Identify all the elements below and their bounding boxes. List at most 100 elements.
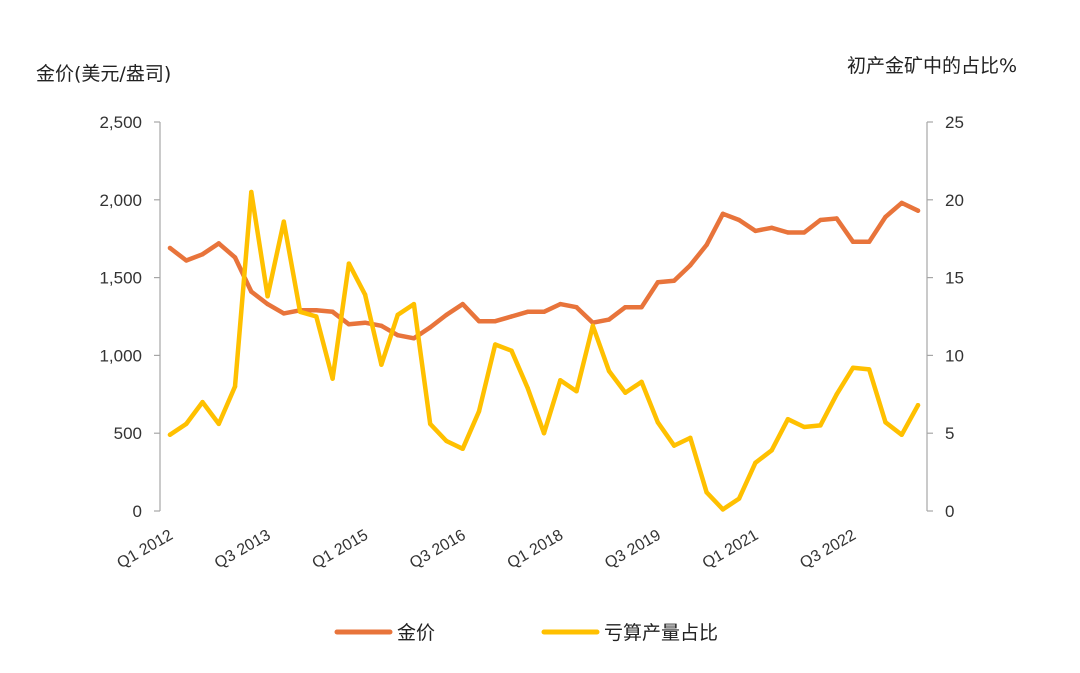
data-point	[574, 388, 579, 394]
x-tick-label: Q1 2021	[700, 527, 762, 572]
data-point	[753, 460, 758, 465]
data-point	[411, 336, 417, 341]
data-point	[379, 362, 384, 367]
x-tick-label: Q3 2022	[797, 527, 859, 572]
data-point	[314, 308, 319, 313]
points-loss-share	[167, 189, 921, 512]
data-point	[314, 314, 319, 319]
y-left-ticks: 0 500 1,000 1,500 2,000 2,500	[99, 113, 160, 521]
series-lines	[167, 189, 921, 512]
data-point	[671, 443, 677, 448]
data-point	[411, 301, 417, 307]
data-point	[867, 367, 872, 372]
data-point	[753, 228, 758, 234]
data-point	[834, 392, 839, 397]
y-left-axis-title: 金价(美元/盎司)	[36, 63, 171, 85]
legend-label-loss-share: 亏算产量占比	[604, 622, 718, 644]
data-point	[232, 384, 238, 389]
x-tick-label: Q3 2019	[602, 527, 664, 572]
points-gold-price	[167, 200, 921, 341]
y-right-tick-label: 20	[945, 191, 964, 210]
data-point	[249, 289, 254, 294]
y-right-tick-label: 0	[945, 502, 954, 521]
y-left-tick-label: 0	[133, 502, 142, 521]
data-point	[167, 245, 173, 251]
data-point	[460, 301, 465, 307]
data-point	[297, 309, 303, 315]
data-point	[899, 200, 904, 206]
data-point	[801, 424, 807, 430]
data-point	[704, 490, 709, 495]
data-point	[785, 230, 791, 235]
x-tick-label: Q3 2013	[212, 527, 274, 572]
data-point	[509, 314, 514, 319]
data-point	[769, 448, 774, 453]
data-point	[801, 230, 807, 235]
data-point	[232, 255, 238, 260]
y-left-tick-label: 1,500	[99, 269, 142, 288]
data-point	[915, 402, 921, 408]
data-point	[623, 304, 628, 310]
data-point	[769, 225, 774, 231]
data-point	[834, 216, 839, 221]
x-tick-label: Q1 2012	[114, 527, 176, 572]
data-point	[850, 365, 856, 371]
y-left-tick-label: 500	[114, 424, 142, 443]
data-point	[362, 292, 368, 297]
x-tick-label: Q3 2016	[407, 527, 469, 572]
data-point	[476, 318, 482, 324]
data-point	[655, 420, 661, 425]
data-point	[720, 507, 726, 512]
data-point	[362, 320, 368, 325]
x-axis-labels: Q1 2012 Q3 2013 Q1 2015 Q3 2016 Q1 2018 Q3 20…	[114, 527, 859, 572]
y-left-tick-label: 1,000	[99, 346, 142, 365]
data-point	[184, 258, 189, 263]
data-point	[655, 280, 661, 285]
data-point	[639, 304, 644, 310]
data-point	[346, 322, 352, 327]
legend-label-gold-price: 金价	[397, 622, 435, 644]
data-point	[265, 301, 270, 307]
data-point	[460, 446, 465, 451]
data-point	[427, 325, 433, 330]
data-point	[736, 217, 742, 223]
x-tick-label: Q1 2018	[505, 527, 567, 572]
data-point	[525, 385, 530, 391]
data-point	[606, 368, 612, 374]
y-left-tick-label: 2,000	[99, 191, 142, 210]
data-point	[606, 317, 612, 322]
data-point	[671, 278, 677, 283]
data-point	[899, 432, 904, 437]
data-point	[444, 312, 449, 318]
data-point	[493, 342, 498, 347]
data-point	[330, 309, 335, 315]
data-point	[850, 239, 856, 245]
data-point	[541, 431, 547, 436]
y-right-ticks: 0 5 10 15 20 25	[927, 113, 964, 521]
data-point	[639, 379, 644, 385]
data-point	[818, 423, 823, 428]
data-point	[395, 332, 400, 338]
data-point	[883, 214, 888, 220]
data-point	[736, 496, 742, 501]
data-point	[720, 211, 726, 217]
data-point	[216, 241, 221, 246]
data-point	[867, 239, 872, 245]
data-point	[346, 261, 352, 266]
data-point	[818, 217, 823, 223]
data-point	[167, 432, 173, 437]
data-point	[574, 304, 579, 310]
data-point	[623, 390, 628, 395]
data-point	[249, 189, 254, 195]
data-point	[590, 320, 595, 325]
data-point	[379, 323, 384, 329]
data-point	[688, 435, 693, 441]
data-point	[216, 421, 221, 427]
data-point	[427, 421, 433, 427]
y-right-tick-label: 25	[945, 113, 964, 132]
y-right-tick-label: 5	[945, 424, 954, 443]
data-point	[509, 348, 514, 353]
data-point	[704, 242, 709, 248]
